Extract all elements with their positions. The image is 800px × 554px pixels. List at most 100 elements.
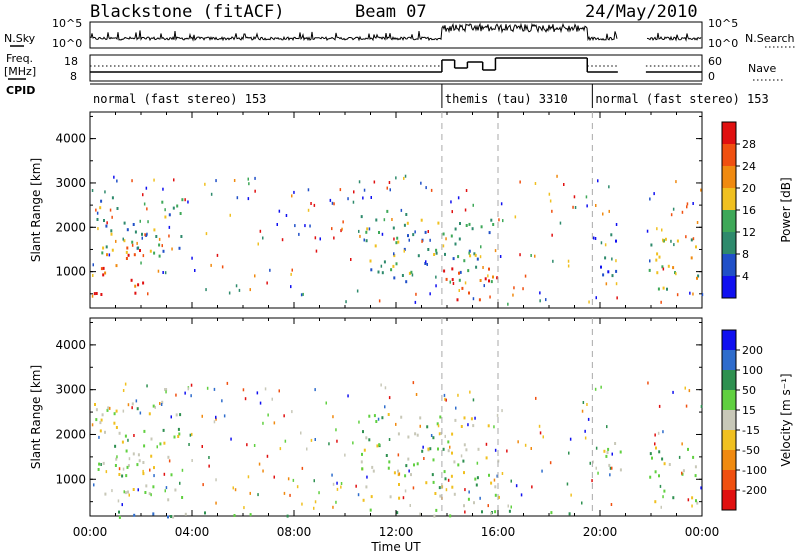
data-cell [137, 283, 140, 287]
data-speckle [496, 474, 498, 478]
data-speckle [388, 181, 391, 184]
data-cell [444, 252, 446, 256]
data-speckle [358, 229, 360, 233]
data-cell [110, 232, 113, 236]
data-speckle [164, 388, 166, 391]
data-cell [398, 496, 401, 500]
nsky-tick-bottom: 10^0 [52, 37, 82, 50]
data-speckle [242, 388, 245, 392]
data-cell [408, 271, 411, 275]
data-cell [403, 247, 406, 251]
data-cell [605, 454, 608, 458]
data-cell [97, 468, 100, 471]
data-speckle [542, 435, 544, 439]
data-speckle [494, 249, 497, 253]
data-speckle [450, 200, 452, 204]
data-speckle [335, 500, 337, 504]
data-speckle [412, 381, 415, 385]
data-speckle [646, 229, 649, 233]
data-cell [390, 268, 393, 272]
data-cell [152, 512, 155, 516]
data-cell [469, 254, 472, 258]
data-speckle [556, 174, 558, 178]
data-cell [690, 238, 693, 242]
data-speckle [314, 388, 316, 392]
data-speckle [116, 179, 118, 183]
data-cell [412, 233, 415, 237]
data-speckle [215, 478, 217, 482]
data-cell [175, 413, 178, 417]
data-cell [176, 204, 179, 208]
data-cell [398, 483, 400, 486]
data-speckle [535, 396, 537, 400]
data-cell [454, 242, 457, 246]
data-cell [614, 442, 617, 445]
data-speckle [147, 220, 149, 224]
colorbar-swatch [722, 232, 736, 255]
data-cell [458, 271, 460, 275]
colorbar-swatch [722, 254, 736, 277]
data-speckle [355, 484, 357, 488]
data-cell [101, 413, 104, 417]
data-speckle [340, 482, 343, 485]
data-speckle [670, 239, 672, 243]
data-cell [473, 501, 475, 505]
data-speckle [445, 398, 447, 402]
data-speckle [98, 435, 100, 439]
data-speckle [226, 381, 229, 385]
data-speckle [310, 202, 312, 205]
nave-tick-bottom: 0 [708, 70, 715, 83]
colorbar-swatch [722, 276, 736, 299]
colorbar-swatch [722, 370, 736, 391]
data-speckle [469, 390, 471, 394]
data-speckle [384, 386, 387, 390]
data-cell [115, 264, 118, 268]
data-speckle [464, 510, 466, 514]
data-speckle [121, 503, 123, 507]
power-panel: 1000 2000 3000 4000 Slant Range [km] [29, 111, 704, 309]
data-cell [142, 472, 145, 476]
y-tick-label: 4000 [55, 338, 86, 352]
colorbar-tick-label: -50 [742, 444, 760, 457]
data-speckle [588, 300, 590, 304]
data-cell [145, 484, 148, 488]
x-tick-label: 00:00 [685, 525, 720, 539]
data-cell [568, 512, 571, 516]
data-speckle [352, 200, 355, 204]
data-cell [405, 464, 408, 468]
data-cell [121, 474, 124, 478]
data-speckle [131, 406, 133, 410]
data-speckle [302, 292, 304, 296]
data-cell [407, 435, 410, 439]
data-speckle [215, 501, 217, 505]
data-speckle [291, 194, 293, 198]
data-speckle [287, 477, 290, 481]
data-speckle [96, 211, 99, 215]
data-cell [691, 496, 694, 500]
data-cell [668, 463, 671, 466]
data-cell [99, 421, 102, 425]
data-speckle [381, 232, 384, 236]
data-cell [141, 232, 143, 236]
data-cell [162, 428, 165, 432]
date-title: 24/May/2010 [585, 2, 698, 22]
data-speckle [238, 288, 241, 292]
data-speckle [221, 265, 224, 269]
data-speckle [254, 189, 256, 193]
data-speckle [146, 232, 148, 236]
data-cell [463, 504, 465, 508]
data-speckle [271, 397, 273, 401]
data-speckle [233, 179, 236, 182]
data-cell [131, 240, 134, 244]
data-speckle [339, 188, 342, 192]
data-cell [94, 403, 96, 406]
data-cell [123, 221, 126, 225]
data-cell [373, 414, 376, 418]
data-cell [664, 237, 667, 241]
y-tick-label: 1000 [55, 265, 86, 279]
data-speckle [313, 203, 316, 207]
data-speckle [479, 255, 482, 259]
data-cell [104, 430, 106, 434]
data-speckle [156, 445, 158, 449]
data-cell [462, 459, 465, 463]
